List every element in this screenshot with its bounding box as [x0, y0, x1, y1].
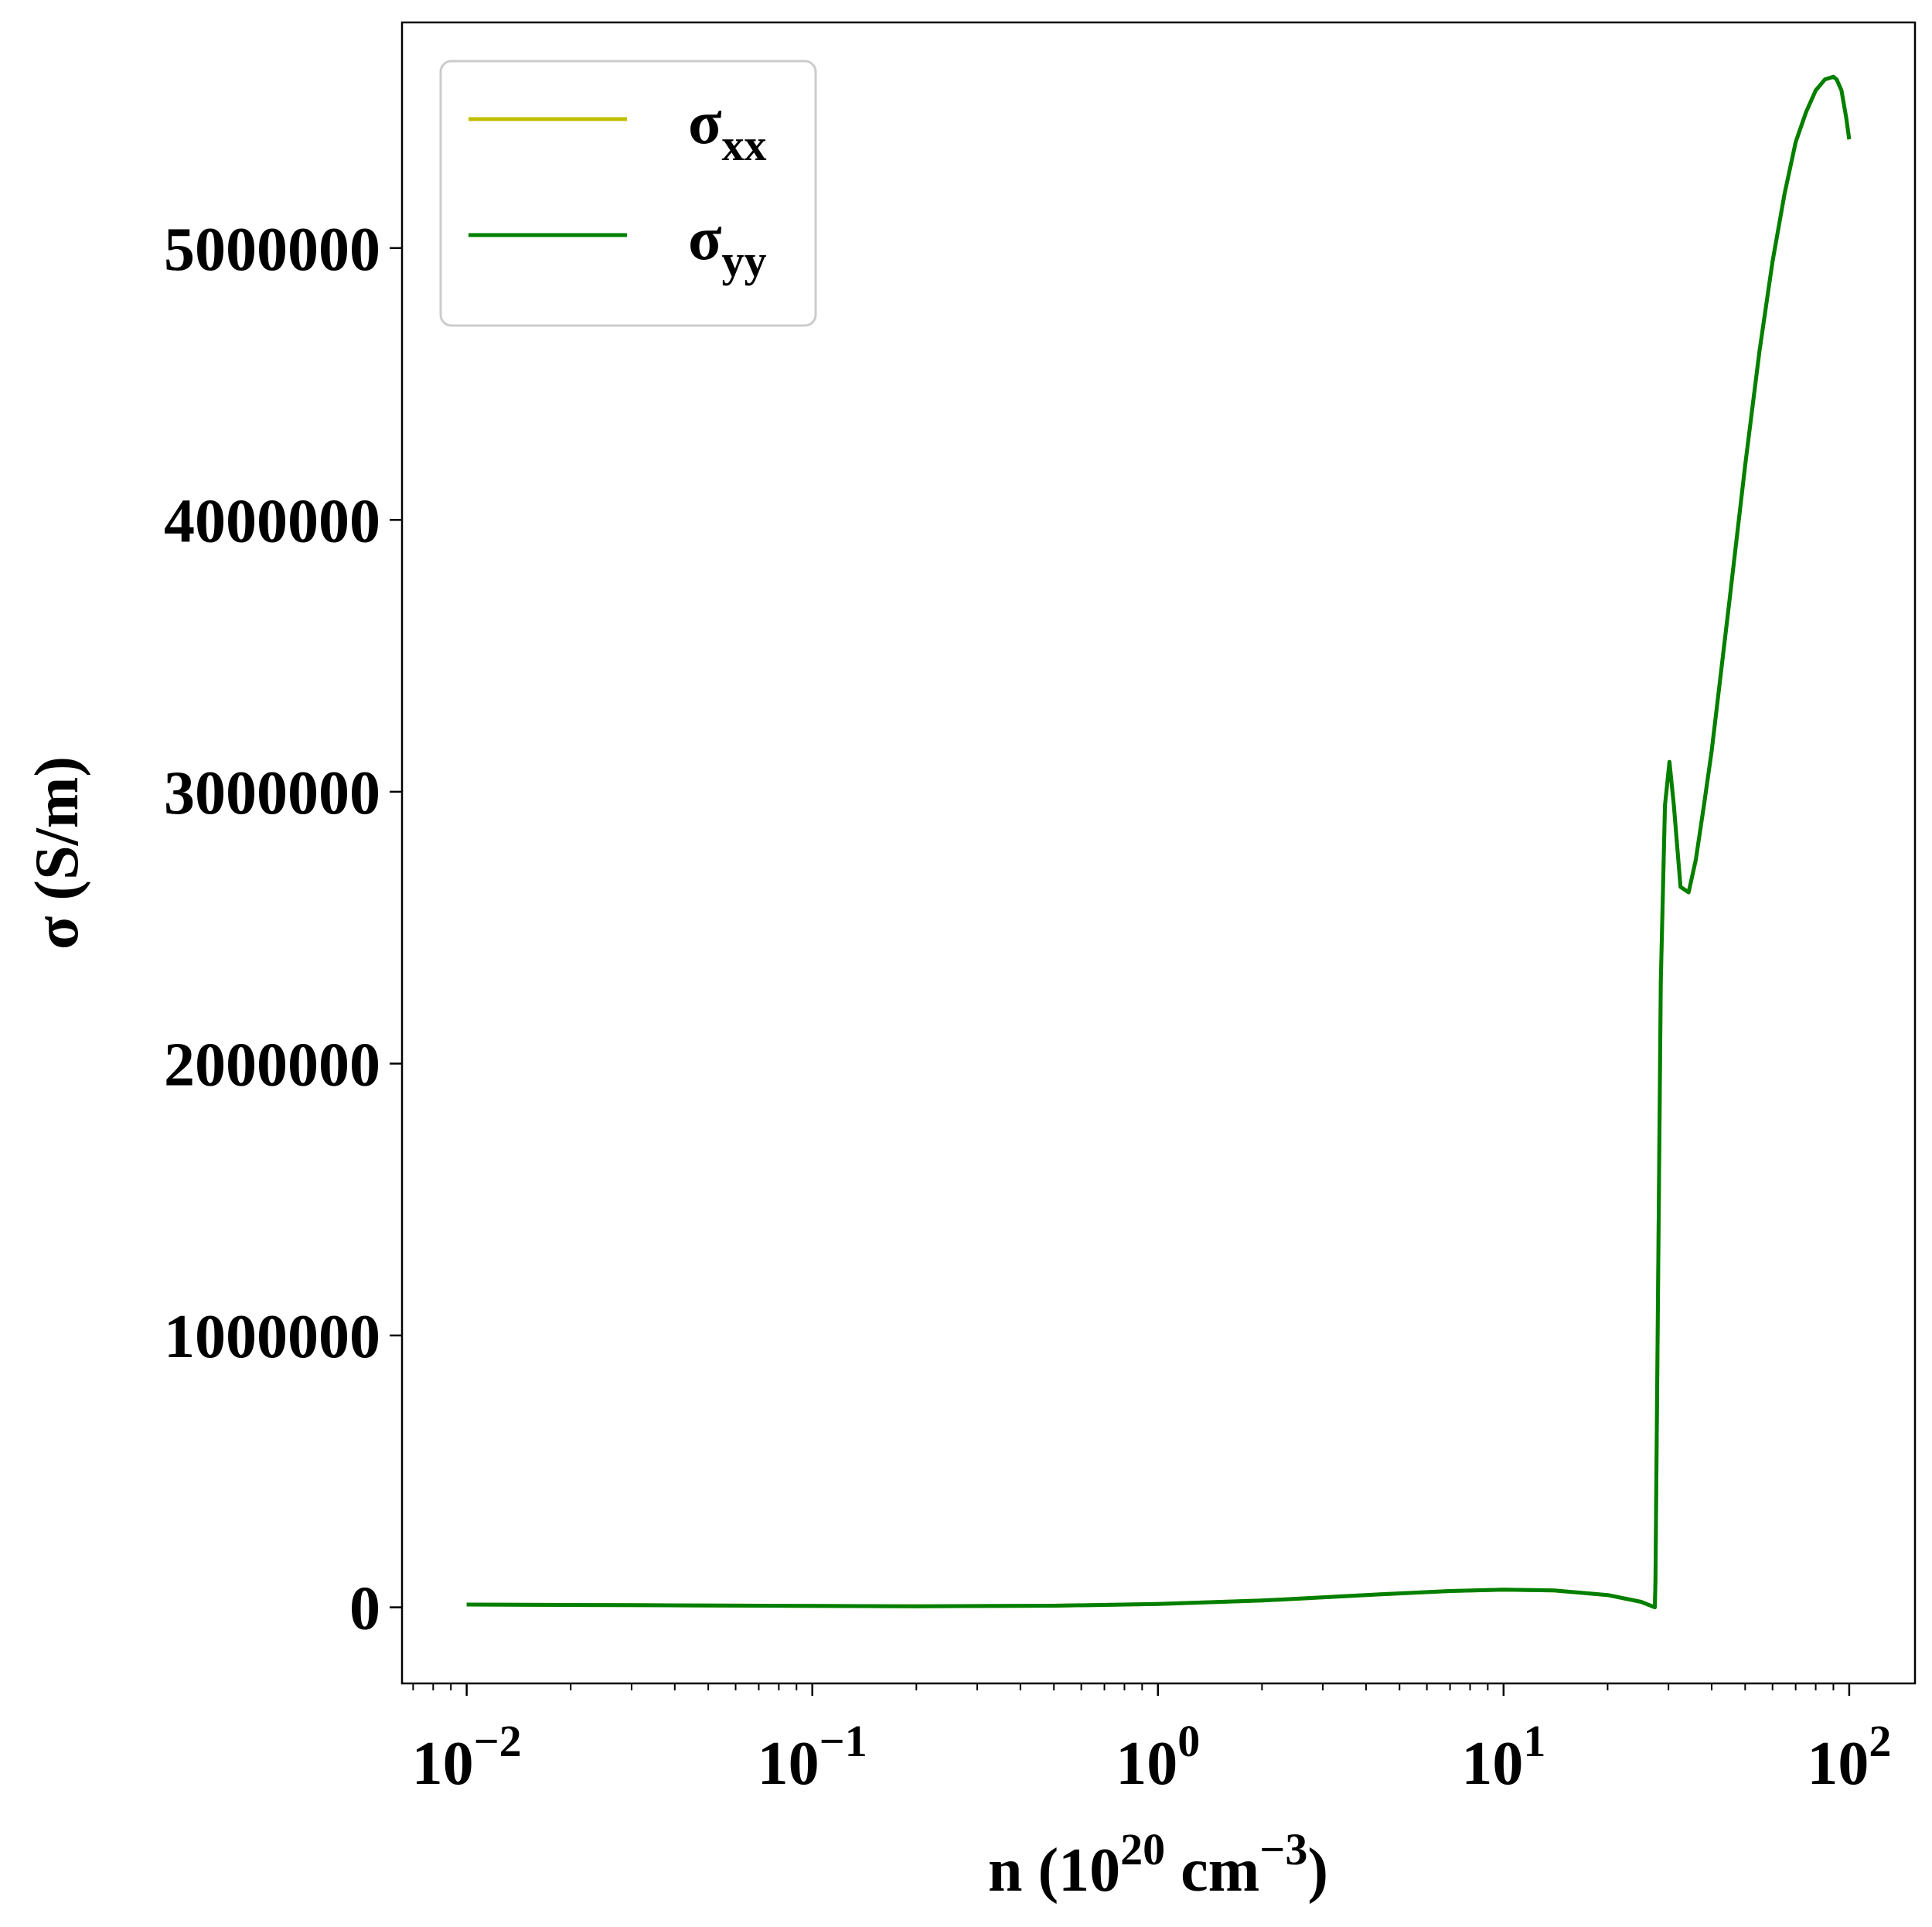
x-axis: 10−2 10−1 100 101 102	[412, 1683, 1891, 1798]
x-tick-label-exponent: 2	[1869, 1716, 1891, 1766]
legend: σxx σyy	[439, 60, 817, 327]
legend-label-sigma-xx-sub: xx	[722, 120, 767, 170]
legend-frame	[439, 60, 817, 327]
legend-label-sigma-yy-sub: yy	[722, 236, 767, 286]
x-axis-label: n (1020 cm−3)	[988, 1824, 1328, 1905]
x-tick-label: 101	[1461, 1716, 1545, 1798]
y-tick-label: 1000000	[164, 1303, 380, 1371]
x-tick-label-base: 10	[1116, 1730, 1177, 1798]
y-tick-label: 4000000	[164, 487, 380, 555]
x-tick-label-exponent: −1	[819, 1716, 867, 1766]
x-tick-label-base: 10	[412, 1730, 474, 1798]
legend-label-sigma-xx-main: σ	[688, 89, 722, 157]
x-tick-label-base: 10	[1461, 1730, 1523, 1798]
x-axis-label-end: )	[1307, 1837, 1328, 1905]
series-layer	[466, 74, 1852, 1610]
legend-label-sigma-xx: σxx	[688, 89, 767, 170]
x-axis-label-mid: cm	[1165, 1837, 1259, 1905]
y-axis: 0 1000000 2000000 3000000 4000000 5000000	[164, 216, 402, 1643]
y-tick-label: 5000000	[164, 216, 380, 284]
series-line-sigma-yy	[466, 74, 1852, 1610]
x-tick-label-base: 10	[758, 1730, 819, 1798]
x-tick-label: 10−1	[758, 1716, 867, 1798]
x-tick-label: 10−2	[412, 1716, 522, 1798]
x-tick-label-exponent: −2	[474, 1716, 522, 1766]
x-tick-label: 102	[1807, 1716, 1891, 1798]
y-tick-label: 3000000	[164, 759, 380, 827]
x-tick-label: 100	[1116, 1716, 1200, 1798]
x-axis-label-main: n (10	[988, 1837, 1120, 1905]
y-tick-label: 2000000	[164, 1031, 380, 1099]
x-tick-label-exponent: 1	[1523, 1716, 1545, 1766]
x-axis-label-sup2: −3	[1259, 1824, 1307, 1874]
x-tick-label-exponent: 0	[1177, 1716, 1200, 1766]
legend-label-sigma-yy-main: σ	[688, 205, 722, 273]
y-axis-label: σ (S/m)	[23, 756, 91, 950]
x-axis-label-sup1: 20	[1120, 1824, 1165, 1874]
x-tick-label-base: 10	[1807, 1730, 1869, 1798]
y-tick-label: 0	[349, 1575, 380, 1643]
legend-label-sigma-yy: σyy	[688, 205, 767, 286]
